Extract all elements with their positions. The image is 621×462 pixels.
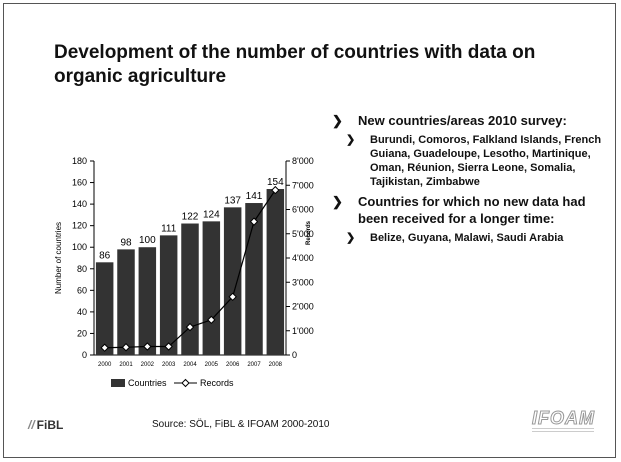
right-axis-tick-label: 3'000	[292, 277, 314, 287]
bar-data-label: 137	[224, 195, 241, 206]
x-axis-tick-label: 2001	[119, 362, 133, 368]
x-axis-tick-label: 2007	[247, 362, 261, 368]
bullet-no-new-data: ❯ Countries for which no new data had be…	[332, 193, 602, 227]
bar-countries	[138, 247, 157, 355]
ifoam-logo: IFOAM	[532, 408, 595, 429]
bar-data-label: 111	[161, 223, 177, 234]
bar-countries	[95, 262, 114, 355]
left-axis-tick-label: 60	[77, 285, 87, 295]
legend-label-countries: Countries	[128, 378, 167, 388]
legend-label-records: Records	[200, 378, 234, 388]
records-point	[185, 322, 195, 332]
records-point	[121, 343, 131, 352]
right-axis-tick-label: 6'000	[292, 205, 314, 215]
x-axis-tick-label: 2002	[141, 362, 155, 368]
bullet-marker-icon: ❯	[346, 232, 356, 244]
left-axis-tick-label: 180	[72, 156, 87, 166]
right-axis-tick-label: 0	[292, 350, 297, 360]
countries-records-chart: 0 20 40 60 80 100 120 140 160 180 0 1'000 2'000 3'000…	[54, 156, 314, 388]
source-note: Source: SÖL, FiBL & IFOAM 2000-2010	[152, 419, 330, 430]
left-axis-tick-label: 40	[77, 307, 87, 317]
bar-data-label: 98	[120, 237, 132, 248]
left-axis-tick-label: 100	[72, 242, 87, 252]
bullet-new-countries: ❯ New countries/areas 2010 survey:	[332, 112, 602, 129]
bullet-marker-icon: ❯	[332, 113, 343, 128]
right-axis-tick-label: 1'000	[292, 326, 314, 336]
right-axis-tick-label: 2'000	[292, 302, 314, 312]
records-point	[228, 292, 237, 302]
records-point	[100, 343, 109, 352]
legend-marker-records	[181, 378, 190, 388]
bar-data-label: 141	[246, 191, 263, 202]
x-axis-tick-label: 2006	[226, 362, 240, 368]
left-axis-tick-label: 140	[72, 199, 87, 209]
left-axis-tick-label: 120	[72, 221, 87, 231]
bar-countries	[181, 223, 199, 355]
left-axis-tick-label: 0	[82, 350, 87, 360]
fibl-logo-text: FiBL	[36, 418, 64, 432]
left-axis-tick-label: 160	[72, 178, 87, 188]
y-axis-label: Number of countries	[54, 222, 63, 294]
y2-axis-label: Records	[306, 220, 312, 245]
bar-data-label: 154	[267, 177, 284, 188]
bar-countries	[266, 189, 285, 355]
bar-countries	[245, 203, 263, 355]
leaf-icon: //	[28, 418, 35, 432]
ifoam-logo-tagline	[532, 428, 594, 434]
x-axis-tick-label: 2004	[183, 362, 197, 368]
sub-bullet-no-new-data-list: ❯ Belize, Guyana, Malawi, Saudi Arabia	[346, 231, 602, 245]
bar-data-label: 124	[203, 209, 220, 220]
right-axis-tick-label: 7'000	[292, 180, 314, 190]
left-axis-tick-label: 20	[77, 328, 87, 338]
right-axis-tick-label: 8'000	[292, 156, 314, 166]
bullet-marker-icon: ❯	[346, 134, 356, 146]
x-axis-tick-label: 2000	[98, 362, 112, 368]
bullet-text: New countries/areas 2010 survey:	[358, 113, 567, 128]
bar-data-label: 100	[139, 235, 156, 246]
records-point	[143, 342, 152, 351]
bar-countries	[117, 249, 135, 355]
records-point	[164, 342, 173, 351]
x-axis-tick-label: 2008	[269, 362, 283, 368]
legend-swatch-countries	[111, 379, 125, 387]
records-point	[249, 217, 259, 226]
fibl-logo: //FiBL	[28, 418, 63, 432]
bullet-marker-icon: ❯	[332, 194, 343, 209]
bar-data-label: 86	[99, 250, 111, 261]
left-axis-tick-label: 80	[77, 264, 87, 274]
bar-countries	[159, 235, 178, 355]
records-point	[207, 315, 216, 325]
x-axis-tick-label: 2005	[205, 362, 219, 368]
bullet-list: ❯ New countries/areas 2010 survey: ❯ Bur…	[332, 112, 602, 249]
slide: Development of the number of countries w…	[3, 3, 616, 458]
x-axis-tick-label: 2003	[162, 362, 176, 368]
right-axis-tick-label: 4'000	[292, 253, 314, 263]
sub-bullet-new-countries-list: ❯ Burundi, Comoros, Falkland Islands, Fr…	[346, 133, 602, 189]
bar-data-label: 122	[182, 212, 199, 223]
bar-countries	[223, 207, 242, 355]
sub-bullet-text: Belize, Guyana, Malawi, Saudi Arabia	[370, 232, 564, 244]
slide-title: Development of the number of countries w…	[54, 42, 536, 87]
sub-bullet-text: Burundi, Comoros, Falkland Islands, Fren…	[370, 134, 602, 188]
right-axis-tick-label: 5'000	[292, 229, 314, 239]
records-point	[271, 185, 280, 195]
bar-countries	[202, 221, 221, 355]
bullet-text: Countries for which no new data had been…	[358, 194, 586, 226]
